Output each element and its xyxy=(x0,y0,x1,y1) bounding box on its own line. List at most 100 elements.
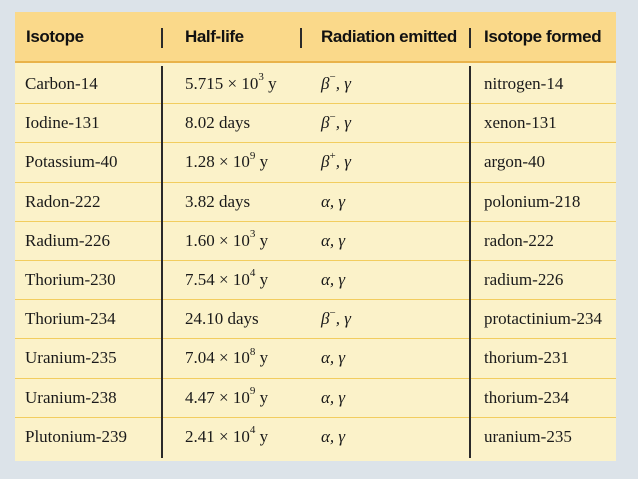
half-life-cell: 5.715 × 103 y xyxy=(185,65,277,103)
half-life-exponent: 4 xyxy=(249,424,256,437)
isotope-cell: Radon-222 xyxy=(25,191,101,211)
radiation-particle: β xyxy=(321,152,330,172)
half-life-base: 8.02 days xyxy=(185,113,251,133)
half-life-unit: y xyxy=(255,426,269,446)
half-life-base: 1.28 × 10 xyxy=(185,152,250,172)
isotope-formed-cell: xenon-131 xyxy=(484,113,557,133)
half-life-unit: y xyxy=(255,348,269,368)
header-isotope-formed: Isotope formed xyxy=(484,27,602,46)
isotope-cell: Thorium-230 xyxy=(25,270,116,289)
half-life-exponent: 8 xyxy=(249,345,256,358)
half-life-exponent: 4 xyxy=(249,267,256,280)
isotope-cell: Carbon-14 xyxy=(25,74,98,93)
half-life-cell: 1.28 × 109 y xyxy=(185,143,268,181)
half-life-base: 7.04 × 10 xyxy=(185,348,250,368)
half-life-exponent: 9 xyxy=(249,149,256,162)
isotope-formed-cell: thorium-234 xyxy=(484,387,569,407)
half-life-cell: 24.10 days xyxy=(185,300,259,338)
radiation-particle: α, γ xyxy=(321,230,346,250)
half-life-base: 2.41 × 10 xyxy=(185,426,250,446)
isotope-formed-cell: radon-222 xyxy=(484,230,554,250)
half-life-exponent: 3 xyxy=(258,71,264,84)
table-row: Plutonium-239 2.41 × 104 y α, γ uranium-235 xyxy=(15,418,616,457)
table-header-row: Isotope Half-life Radiation emitted Isot… xyxy=(15,12,616,63)
radiation-cell: β−, γ xyxy=(321,65,351,103)
table-row: Potassium-40 1.28 × 109 y β+, γ argon-40 xyxy=(15,143,616,183)
half-life-unit: y xyxy=(255,152,269,172)
isotope-formed-cell: polonium-218 xyxy=(484,191,581,211)
half-life-base: 24.10 days xyxy=(185,309,259,329)
isotope-cell: Plutonium-239 xyxy=(25,426,128,446)
radiation-cell: α, γ xyxy=(321,379,345,417)
isotope-cell: Thorium-234 xyxy=(25,309,116,329)
half-life-cell: 7.54 × 104 y xyxy=(185,261,268,299)
radiation-charge: − xyxy=(329,110,336,123)
table-row: Thorium-234 24.10 days β−, γ protactinium-2… xyxy=(15,300,616,340)
header-divider xyxy=(469,28,471,48)
table-row: Radium-226 1.60 × 103 y α, γ radon-222 xyxy=(15,222,616,261)
half-life-cell: 1.60 × 103 y xyxy=(185,222,268,260)
half-life-base: 3.82 days xyxy=(185,191,251,211)
table-row: Uranium-238 4.47 × 109 y α, γ thorium-234 xyxy=(15,379,616,418)
radiation-particle: α, γ xyxy=(321,387,346,407)
radiation-cell: α, γ xyxy=(321,261,345,299)
isotope-table: Isotope Half-life Radiation emitted Isot… xyxy=(15,12,616,461)
header-radiation-emitted: Radiation emitted xyxy=(321,27,457,46)
radiation-cell: α, γ xyxy=(321,183,345,221)
half-life-cell: 4.47 × 109 y xyxy=(185,379,268,417)
table-row: Radon-222 3.82 days α, γ polonium-218 xyxy=(15,183,616,222)
half-life-exponent: 3 xyxy=(249,228,256,241)
half-life-unit: y xyxy=(255,387,269,407)
radiation-particle: β xyxy=(321,113,330,133)
column-divider xyxy=(161,66,163,458)
header-divider xyxy=(161,28,163,48)
isotope-formed-cell: protactinium-234 xyxy=(484,309,603,329)
half-life-base: 5.715 × 10 xyxy=(185,74,259,93)
half-life-unit: y xyxy=(263,74,277,93)
half-life-unit: y xyxy=(255,230,269,250)
half-life-cell: 8.02 days xyxy=(185,104,250,142)
half-life-base: 4.47 × 10 xyxy=(185,387,250,407)
isotope-cell: Uranium-238 xyxy=(25,387,117,407)
header-isotope: Isotope xyxy=(26,27,84,46)
isotope-cell: Uranium-235 xyxy=(25,348,117,368)
half-life-unit: y xyxy=(255,270,269,289)
radiation-charge: + xyxy=(329,149,336,162)
table-row: Carbon-14 5.715 × 103 y β−, γ nitrogen-14 xyxy=(15,65,616,105)
half-life-cell: 3.82 days xyxy=(185,183,250,221)
half-life-exponent: 9 xyxy=(249,384,256,397)
half-life-cell: 7.04 × 108 y xyxy=(185,339,268,377)
radiation-particle: α, γ xyxy=(321,348,346,368)
isotope-formed-cell: nitrogen-14 xyxy=(484,74,564,93)
radiation-rest: , γ xyxy=(335,74,351,93)
radiation-particle: β xyxy=(321,74,330,93)
table-row: Iodine-131 8.02 days β−, γ xenon-131 xyxy=(15,104,616,144)
half-life-base: 1.60 × 10 xyxy=(185,230,250,250)
isotope-formed-cell: argon-40 xyxy=(484,152,546,172)
isotope-formed-cell: radium-226 xyxy=(484,270,564,289)
radiation-cell: α, γ xyxy=(321,222,345,260)
radiation-cell: α, γ xyxy=(321,418,345,456)
radiation-particle: α, γ xyxy=(321,270,346,289)
radiation-rest: , γ xyxy=(335,309,351,329)
isotope-formed-cell: thorium-231 xyxy=(484,348,569,368)
header-half-life: Half-life xyxy=(185,27,244,46)
radiation-rest: , γ xyxy=(335,113,351,133)
radiation-cell: β−, γ xyxy=(321,104,351,142)
radiation-particle: β xyxy=(321,309,330,329)
column-divider xyxy=(469,66,471,458)
half-life-cell: 2.41 × 104 y xyxy=(185,418,268,456)
half-life-base: 7.54 × 10 xyxy=(185,270,250,289)
table-row: Thorium-230 7.54 × 104 y α, γ radium-226 xyxy=(15,261,616,301)
radiation-cell: β−, γ xyxy=(321,300,351,338)
radiation-charge: − xyxy=(329,306,336,319)
isotope-cell: Radium-226 xyxy=(25,230,110,250)
radiation-rest: , γ xyxy=(335,152,351,172)
radiation-cell: α, γ xyxy=(321,339,345,377)
radiation-particle: α, γ xyxy=(321,191,346,211)
radiation-cell: β+, γ xyxy=(321,143,351,181)
table-row: Uranium-235 7.04 × 108 y α, γ thorium-231 xyxy=(15,339,616,379)
isotope-cell: Potassium-40 xyxy=(25,152,118,172)
header-divider xyxy=(300,28,302,48)
